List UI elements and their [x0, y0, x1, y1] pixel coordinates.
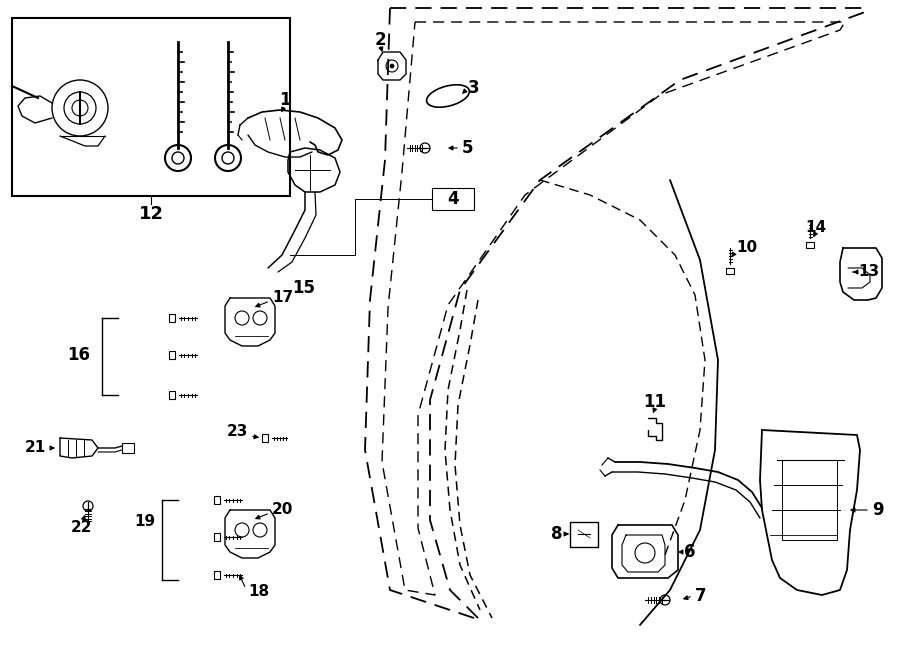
Circle shape	[235, 523, 249, 537]
Polygon shape	[169, 314, 175, 322]
Polygon shape	[806, 242, 814, 248]
Text: 15: 15	[292, 279, 315, 297]
Text: 16: 16	[67, 346, 90, 364]
Circle shape	[635, 543, 655, 563]
Polygon shape	[169, 391, 175, 399]
Text: 23: 23	[227, 424, 248, 440]
Text: 9: 9	[872, 501, 884, 519]
Circle shape	[172, 152, 184, 164]
Text: 18: 18	[248, 585, 269, 600]
Circle shape	[222, 152, 234, 164]
Circle shape	[165, 145, 191, 171]
Text: 13: 13	[858, 265, 879, 279]
Text: 22: 22	[71, 520, 93, 536]
Text: 3: 3	[468, 79, 480, 97]
Polygon shape	[169, 351, 175, 359]
Polygon shape	[262, 434, 268, 442]
Bar	[122, 443, 134, 453]
Text: 6: 6	[684, 543, 696, 561]
Circle shape	[253, 523, 267, 537]
Text: 21: 21	[25, 440, 46, 455]
Text: 2: 2	[374, 31, 386, 49]
Text: 12: 12	[139, 205, 164, 223]
Ellipse shape	[427, 85, 470, 107]
Bar	[432, 188, 474, 210]
Text: 4: 4	[447, 190, 459, 208]
Text: 20: 20	[272, 502, 293, 518]
Text: 7: 7	[695, 587, 707, 605]
Bar	[782, 460, 837, 540]
Circle shape	[215, 145, 241, 171]
Circle shape	[83, 501, 93, 511]
Bar	[12, 18, 290, 196]
Text: 19: 19	[134, 514, 155, 530]
Circle shape	[253, 311, 267, 325]
Circle shape	[420, 143, 430, 153]
Circle shape	[660, 595, 670, 605]
Circle shape	[386, 60, 398, 72]
Circle shape	[64, 92, 96, 124]
Polygon shape	[214, 533, 220, 541]
Polygon shape	[214, 496, 220, 504]
Polygon shape	[726, 268, 734, 274]
Text: 14: 14	[806, 220, 826, 236]
Circle shape	[72, 100, 88, 116]
Circle shape	[235, 311, 249, 325]
Circle shape	[390, 64, 394, 68]
Text: 1: 1	[279, 91, 291, 109]
Text: 10: 10	[736, 240, 757, 256]
Text: 17: 17	[272, 291, 293, 305]
Circle shape	[52, 80, 108, 136]
Bar	[570, 522, 598, 547]
Text: 8: 8	[551, 525, 562, 543]
Polygon shape	[214, 571, 220, 579]
Text: 11: 11	[644, 393, 667, 411]
Text: 5: 5	[462, 139, 473, 157]
